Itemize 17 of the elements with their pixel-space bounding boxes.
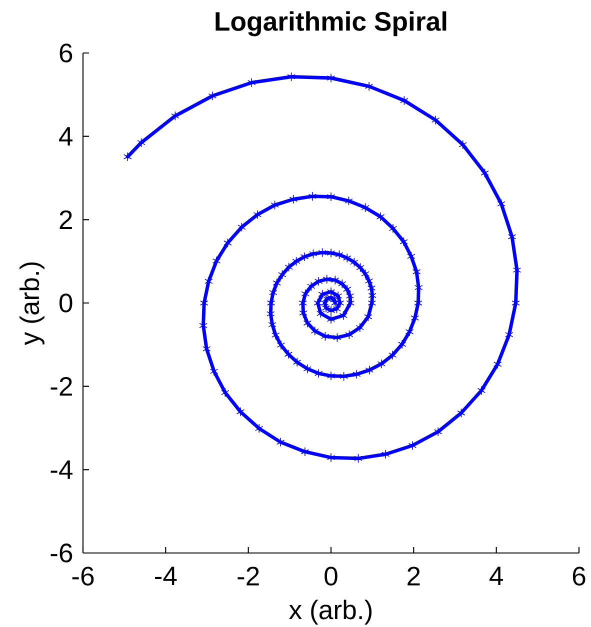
x-tick-label: 2 [408, 566, 420, 586]
y-tick-label: -6 [50, 544, 72, 562]
x-tick-label: 4 [490, 566, 503, 586]
y-tick-label: -2 [50, 377, 72, 396]
y-tick-label: 2 [60, 210, 72, 229]
x-tick-label: 6 [572, 566, 586, 586]
y-axis-title: y (arb.) [20, 262, 44, 346]
x-tick-label: -4 [155, 566, 177, 586]
x-axis-title: x (arb.) [289, 600, 372, 625]
y-tick-label: 6 [60, 44, 72, 62]
y-tick-label: -4 [50, 460, 73, 479]
chart-title: Logarithmic Spiral [216, 11, 446, 36]
x-tick-label: -6 [72, 566, 94, 586]
y-tick-label: 0 [60, 294, 72, 312]
x-tick-label: 0 [324, 566, 338, 586]
y-tick-label: 4 [59, 127, 73, 146]
x-tick-label: -2 [238, 566, 259, 586]
